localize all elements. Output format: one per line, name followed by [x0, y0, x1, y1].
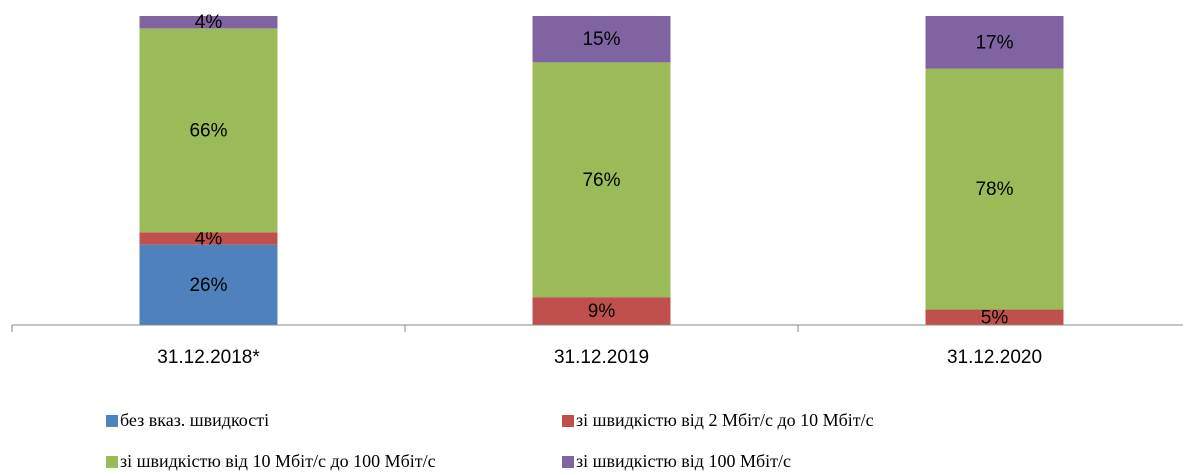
legend-label: зі швидкістю від 2 Мбіт/с до 10 Мбіт/с — [576, 410, 874, 430]
bar-segment — [532, 62, 671, 298]
value-label: 17% — [975, 32, 1013, 53]
value-label: 4% — [195, 228, 223, 249]
value-label: 76% — [582, 170, 620, 191]
value-label: 5% — [981, 307, 1009, 328]
bar-segment — [139, 28, 278, 233]
bar-segment — [925, 68, 1064, 310]
bar-segment — [925, 309, 1064, 325]
x-tick-label: 31.12.2018* — [157, 347, 260, 368]
value-label: 4% — [195, 12, 223, 33]
bar-segment — [532, 297, 671, 325]
x-tick-label: 31.12.2020 — [947, 347, 1042, 368]
x-tick-label: 31.12.2019 — [554, 347, 649, 368]
legend-swatch — [562, 415, 574, 427]
legend-label: зі швидкістю від 100 Мбіт/с — [576, 451, 791, 471]
legend-swatch — [562, 456, 574, 468]
bar-segment — [925, 16, 1064, 69]
bar-segment — [139, 232, 278, 245]
legend-label: без вказ. швидкості — [120, 410, 269, 430]
value-label: 66% — [189, 120, 227, 141]
bar-segment — [139, 16, 278, 29]
value-label: 15% — [582, 29, 620, 50]
value-label: 9% — [588, 301, 616, 322]
bar-segment — [532, 16, 671, 63]
value-label: 78% — [975, 179, 1013, 200]
bar-segment — [139, 244, 278, 325]
legend-label: зі швидкістю від 10 Мбіт/с до 100 Мбіт/с — [120, 451, 436, 471]
legend-swatch — [106, 456, 118, 468]
legend-swatch — [106, 415, 118, 427]
value-label: 26% — [189, 275, 227, 296]
